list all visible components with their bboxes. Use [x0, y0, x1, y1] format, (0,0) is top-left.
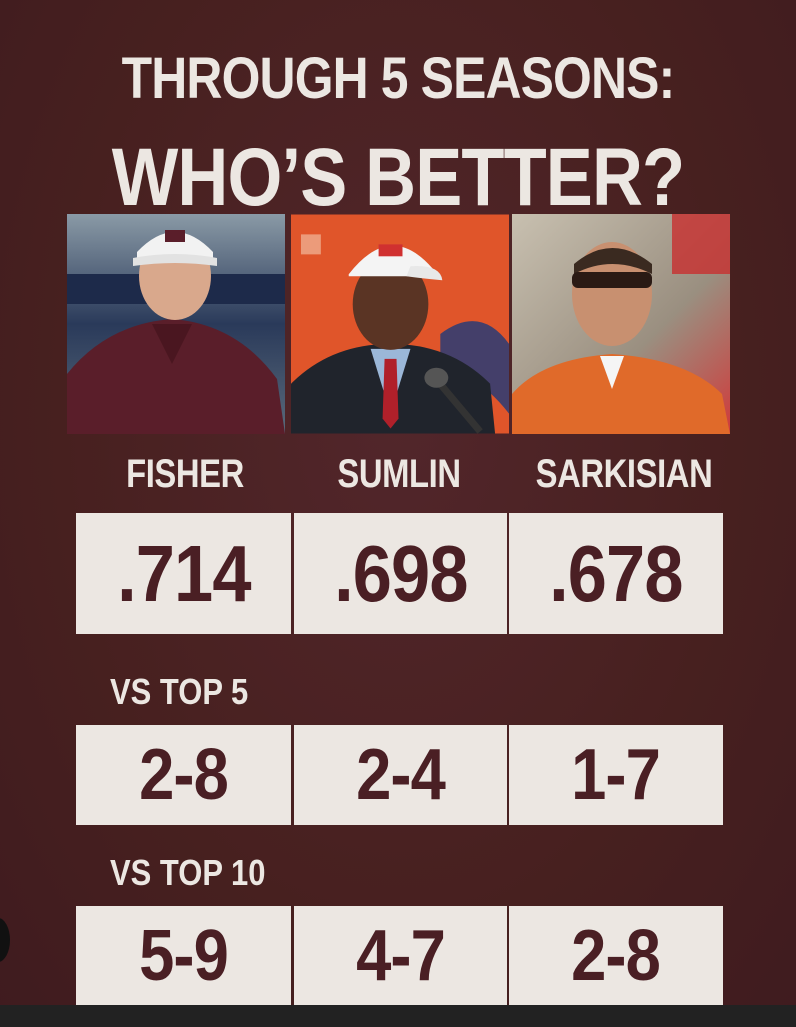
title-line-2: WHO’S BETTER?: [111, 132, 685, 223]
section-label-vs-top5: VS TOP 5: [110, 671, 249, 712]
win-pct-sarkisian-value: .678: [549, 528, 683, 618]
vs-top5-fisher-value: 2-8: [139, 735, 229, 815]
win-pct-fisher-value: .714: [116, 528, 251, 618]
vs-top10-sumlin: 4-7: [294, 906, 507, 1006]
vs-top5-sarkisian-value: 1-7: [571, 735, 662, 815]
coach-name-fisher: FISHER: [126, 452, 244, 496]
win-pct-fisher: .714: [76, 513, 291, 634]
bottom-bar: [0, 1005, 796, 1027]
coach-sumlin-image: [291, 214, 509, 434]
vs-top10-fisher-value: 5-9: [139, 916, 229, 996]
title-line-1: THROUGH 5 SEASONS:: [121, 46, 676, 111]
vs-top5-sarkisian: 1-7: [509, 725, 723, 825]
coach-name-sarkisian: SARKISIAN: [535, 452, 713, 496]
edge-shadow: [0, 918, 10, 962]
coach-fisher-image: [67, 214, 285, 434]
coach-fisher-photo: [67, 214, 285, 434]
win-pct-sarkisian: .678: [509, 513, 723, 634]
vs-top10-sarkisian: 2-8: [509, 906, 723, 1006]
coach-name-sumlin: SUMLIN: [337, 452, 461, 496]
vs-top10-sarkisian-value: 2-8: [571, 916, 662, 996]
coach-sarkisian-image: [512, 214, 730, 434]
win-pct-sumlin: .698: [294, 513, 507, 634]
section-label-vs-top10: VS TOP 10: [110, 852, 266, 893]
vs-top10-sumlin-value: 4-7: [356, 916, 446, 996]
coach-sarkisian-photo: [512, 214, 730, 434]
vs-top10-fisher: 5-9: [76, 906, 291, 1006]
coach-sumlin-photo: [291, 214, 510, 434]
win-pct-sumlin-value: .698: [333, 528, 468, 618]
vs-top5-fisher: 2-8: [76, 725, 291, 825]
vs-top5-sumlin-value: 2-4: [356, 735, 446, 815]
vs-top5-sumlin: 2-4: [294, 725, 507, 825]
